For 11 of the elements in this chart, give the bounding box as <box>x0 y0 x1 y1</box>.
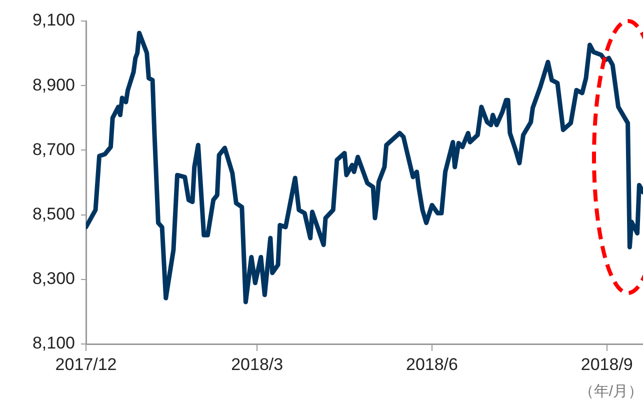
x-tick-label: 2017/12 <box>55 354 117 374</box>
x-tick-label: 2018/6 <box>406 354 458 374</box>
x-axis-title: （年/月） <box>578 383 643 400</box>
y-tick-label: 8,300 <box>32 269 75 288</box>
y-tick-label: 8,900 <box>32 75 75 94</box>
y-tick-label: 8,700 <box>32 140 75 159</box>
x-tick-label: 2018/3 <box>231 354 284 374</box>
y-tick-label: 9,100 <box>32 10 75 30</box>
x-tick-label: 2018/9 <box>580 354 633 374</box>
y-tick-label: 8,500 <box>32 204 75 224</box>
y-tick-label: 8,100 <box>32 334 75 353</box>
